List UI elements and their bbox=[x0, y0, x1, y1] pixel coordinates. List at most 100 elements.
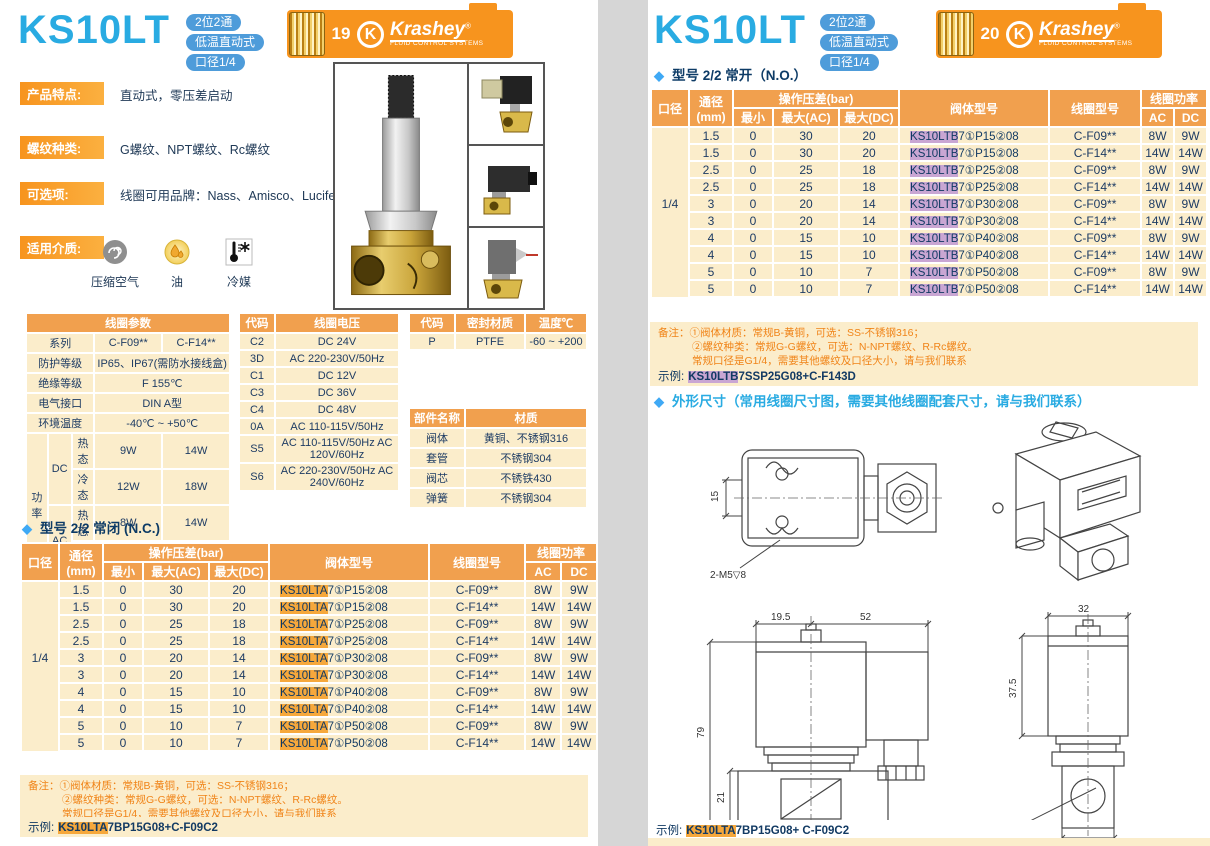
voltage-row: 3D AC 220-230V/50Hz bbox=[238, 349, 400, 368]
cell-max-ac: 20 bbox=[142, 648, 210, 667]
example-model-prefix: KS10LTA bbox=[58, 822, 108, 834]
power-value: 14W bbox=[161, 504, 231, 542]
dim-79: 79 bbox=[696, 726, 707, 738]
model-prefix: KS10LTB bbox=[910, 147, 959, 160]
voltage-code: C3 bbox=[238, 383, 276, 402]
header-coil-model: 线圈型号 bbox=[1048, 88, 1143, 128]
cell-max-ac: 30 bbox=[142, 597, 210, 616]
front-view-drawing: 19.5 52 79 21 40 bbox=[696, 612, 932, 846]
media-caption: 压缩空气 bbox=[90, 275, 139, 289]
model-suffix: 7①P50②08 bbox=[327, 737, 388, 750]
cell-bore bbox=[20, 700, 60, 717]
dimensions-heading-text: 外形尺寸（常用线圈尺寸图，需要其他线圈配套尺寸，请与我们联系） bbox=[672, 394, 1091, 409]
brand-logo: K Krashey® FLUID CONTROL SYSTEMS bbox=[357, 19, 507, 48]
cell-min: 0 bbox=[732, 228, 774, 247]
header-coil-power: 线圈功率 bbox=[1140, 88, 1209, 109]
cell-max-dc: 20 bbox=[837, 143, 901, 162]
voltage-code: 3D bbox=[238, 349, 276, 368]
dim-21: 21 bbox=[716, 791, 727, 803]
brand-banner: 20 K Krashey® FLUID CONTROL SYSTEMS bbox=[936, 3, 1162, 58]
cell-bore bbox=[20, 581, 60, 598]
spec-row: 4 0 15 10 KS10LTB7①P40②08 C-F14** 14W 14… bbox=[650, 245, 1209, 264]
part-row: 弹簧 不锈钢304 bbox=[408, 487, 588, 509]
cell-diameter: 3 bbox=[58, 648, 104, 667]
brand-name: Krashey bbox=[390, 19, 465, 42]
cell-min: 0 bbox=[102, 665, 144, 684]
cell-max-ac: 20 bbox=[772, 211, 840, 230]
note-line: 备注：①阀体材质：常规B-黄铜，可选：SS-不锈钢316； bbox=[658, 327, 925, 339]
model-suffix: 7①P40②08 bbox=[958, 232, 1019, 245]
cell-coil-model: C-F09** bbox=[1048, 262, 1143, 281]
spec-row: 5 0 10 7 KS10LTB7①P50②08 C-F09** 8W 9W bbox=[650, 262, 1209, 281]
model-suffix: 7①P25②08 bbox=[958, 181, 1019, 194]
cell-max-dc: 10 bbox=[207, 682, 271, 701]
spec-row: 1/4 3 0 20 14 KS10LTB7①P30②08 C-F09** 8W… bbox=[650, 194, 1209, 213]
header-max-dc: 最大(DC) bbox=[837, 107, 901, 128]
cell-min: 0 bbox=[102, 597, 144, 616]
power-dc: DC bbox=[46, 432, 73, 506]
model-badges: 2位2通 低温直动式 口径1/4 bbox=[820, 14, 899, 71]
model-prefix: KS10LTB bbox=[910, 130, 959, 143]
part-material: 不锈钢304 bbox=[464, 487, 588, 509]
spec-row: 1.5 0 30 20 KS10LTA7①P15②08 C-F09** 8W 9… bbox=[20, 580, 599, 599]
registered-mark: ® bbox=[1114, 21, 1120, 31]
cell-diameter: 5 bbox=[58, 733, 104, 752]
page-title: KS10LT bbox=[654, 8, 806, 52]
brand-k-icon: K bbox=[357, 20, 384, 48]
voltage-value: DC 36V bbox=[274, 383, 400, 402]
product-photo-thumb-3 bbox=[469, 228, 543, 308]
col-header-code: 代码 bbox=[408, 312, 456, 334]
cell-max-ac: 10 bbox=[142, 733, 210, 752]
cell-bore bbox=[650, 161, 690, 178]
col-header-material: 材质 bbox=[464, 407, 588, 429]
cell-power-ac: 8W bbox=[1140, 160, 1176, 179]
model-prefix: KS10LTB bbox=[910, 181, 959, 194]
cell-max-dc: 14 bbox=[837, 211, 901, 230]
spec-row: 2.5 0 25 18 KS10LTA7①P25②08 C-F14** 14W … bbox=[20, 631, 599, 650]
diamond-icon: ◆ bbox=[22, 521, 32, 536]
dim-52: 52 bbox=[860, 612, 872, 623]
cell-body-model: KS10LTA7①P40②08 bbox=[268, 699, 431, 718]
brass-valve-photo bbox=[351, 75, 452, 296]
brand-tagline: FLUID CONTROL SYSTEMS bbox=[1039, 40, 1133, 47]
voltage-code: C2 bbox=[238, 332, 276, 351]
header-max-dc: 最大(DC) bbox=[207, 561, 271, 582]
cell-diameter: 2.5 bbox=[58, 631, 104, 650]
header-body-model: 阀体型号 bbox=[898, 88, 1051, 128]
feature-thread: 螺纹种类: G螺纹、NPT螺纹、Rc螺纹 bbox=[20, 136, 270, 159]
model-prefix: KS10LTB bbox=[910, 283, 959, 296]
model-prefix: KS10LTB bbox=[910, 215, 959, 228]
product-photo-thumb-2 bbox=[469, 146, 543, 228]
product-photo-main bbox=[335, 64, 470, 308]
nc-heading-text: 型号 2/2 常闭 (N.C.) bbox=[40, 521, 161, 536]
power-label: 功率 bbox=[25, 432, 49, 578]
seal-material: PTFE bbox=[454, 332, 526, 351]
no-example: 示例: KS10LTB7SSP25G08+C-F143D bbox=[650, 366, 1198, 386]
example-model-rest: 7SSP25G08+C-F143D bbox=[738, 371, 856, 383]
cell-coil-model: C-F14** bbox=[1048, 279, 1143, 298]
gray-coil-valve-photo bbox=[483, 240, 539, 299]
cell-min: 0 bbox=[732, 160, 774, 179]
feature-label: 产品特点: bbox=[20, 82, 104, 105]
dimensions-heading: ◆ 外形尺寸（常用线圈尺寸图，需要其他线圈配套尺寸，请与我们联系） bbox=[654, 390, 1091, 410]
cell-max-ac: 30 bbox=[772, 126, 840, 145]
example-label: 示例: bbox=[656, 825, 683, 837]
cell-coil-model: C-F14** bbox=[428, 597, 527, 616]
cell-coil-model: C-F14** bbox=[428, 699, 527, 718]
row-label: 绝缘等级 bbox=[24, 372, 96, 394]
part-name: 弹簧 bbox=[408, 487, 466, 509]
side-view-drawing: 32 37.5 2 1/4 22 bbox=[985, 604, 1132, 846]
cell-coil-model: C-F14** bbox=[428, 665, 527, 684]
page-number: 20 bbox=[980, 24, 1000, 43]
product-photo-panel bbox=[333, 62, 545, 310]
spec-row: 5 0 10 7 KS10LTA7①P50②08 C-F14** 14W 14W bbox=[20, 733, 599, 752]
spec-row: 3 0 20 14 KS10LTB7①P30②08 C-F14** 14W 14… bbox=[650, 211, 1209, 230]
no-section-heading: ◆ 型号 2/2 常开（N.O.） bbox=[654, 64, 807, 84]
model-prefix: KS10LTA bbox=[280, 703, 328, 716]
row-label: 环境温度 bbox=[24, 412, 96, 434]
voltage-row: C4 DC 48V bbox=[238, 400, 400, 419]
cell-diameter: 2.5 bbox=[688, 177, 734, 196]
spec-row: 3 0 20 14 KS10LTA7①P30②08 C-F14** 14W 14… bbox=[20, 665, 599, 684]
col-header-voltage: 线圈电压 bbox=[274, 312, 400, 334]
model-prefix: KS10LTA bbox=[280, 686, 328, 699]
